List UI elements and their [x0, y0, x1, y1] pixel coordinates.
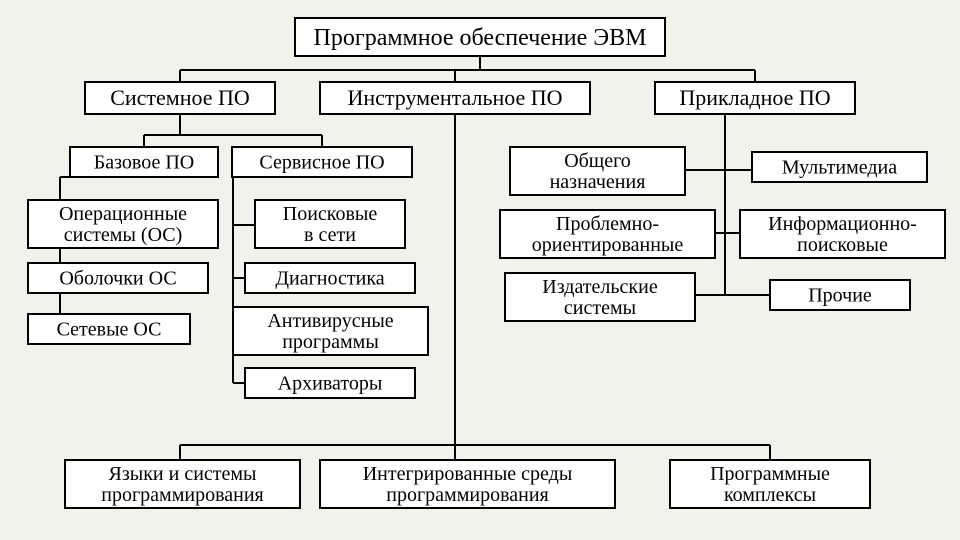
node-prob-label-1: ориентированные	[532, 234, 684, 256]
node-search-label-0: Поисковые	[283, 203, 378, 225]
node-info-label-0: Информационно-	[768, 213, 917, 235]
node-instr: Инструментальное ПО	[320, 82, 590, 114]
node-ide-label-1: программирования	[386, 484, 548, 506]
node-complex: Программныекомплексы	[670, 460, 870, 508]
node-prob: Проблемно-ориентированные	[500, 210, 715, 258]
node-base-label-0: Базовое ПО	[94, 152, 194, 174]
node-os-label-0: Операционные	[59, 203, 187, 225]
node-netos-label-0: Сетевые ОС	[57, 319, 162, 341]
node-service-label-0: Сервисное ПО	[259, 152, 384, 174]
node-diag: Диагностика	[245, 263, 415, 293]
node-shells-label-0: Оболочки ОС	[59, 268, 176, 290]
node-other-label-0: Прочие	[808, 285, 872, 307]
node-lang-label-0: Языки и системы	[109, 463, 257, 485]
node-publ: Издательскиесистемы	[505, 273, 695, 321]
node-publ-label-0: Издательские	[542, 276, 658, 298]
node-diag-label-0: Диагностика	[275, 268, 384, 290]
node-arch: Архиваторы	[245, 368, 415, 398]
node-ide-label-0: Интегрированные среды	[363, 463, 573, 485]
node-sys: Системное ПО	[85, 82, 275, 114]
node-search: Поисковыев сети	[255, 200, 405, 248]
node-prob-label-0: Проблемно-	[556, 213, 659, 235]
node-other: Прочие	[770, 280, 910, 310]
node-root-label-0: Программное обеспечение ЭВМ	[314, 25, 647, 51]
node-lang-label-1: программирования	[101, 484, 263, 506]
node-instr-label-0: Инструментальное ПО	[347, 85, 562, 110]
node-publ-label-1: системы	[564, 297, 636, 319]
node-search-label-1: в сети	[304, 224, 356, 246]
node-antiv-label-1: программы	[282, 331, 379, 353]
node-antiv: Антивирусныепрограммы	[233, 307, 428, 355]
node-netos: Сетевые ОС	[28, 314, 190, 344]
node-lang: Языки и системыпрограммирования	[65, 460, 300, 508]
node-shells: Оболочки ОС	[28, 263, 208, 293]
node-mult: Мультимедиа	[752, 152, 927, 182]
node-os-label-1: системы (ОС)	[64, 224, 183, 246]
node-sys-label-0: Системное ПО	[110, 85, 250, 110]
node-service: Сервисное ПО	[232, 147, 412, 177]
node-os: Операционныесистемы (ОС)	[28, 200, 218, 248]
node-arch-label-0: Архиваторы	[278, 373, 383, 395]
node-info-label-1: поисковые	[797, 234, 888, 256]
node-base: Базовое ПО	[70, 147, 218, 177]
node-gen-label-0: Общего	[564, 150, 631, 172]
node-ide: Интегрированные средыпрограммирования	[320, 460, 615, 508]
node-root: Программное обеспечение ЭВМ	[295, 18, 665, 56]
node-app: Прикладное ПО	[655, 82, 855, 114]
node-complex-label-0: Программные	[710, 463, 830, 485]
node-mult-label-0: Мультимедиа	[782, 157, 897, 179]
node-info: Информационно-поисковые	[740, 210, 945, 258]
node-complex-label-1: комплексы	[724, 484, 816, 506]
node-app-label-0: Прикладное ПО	[679, 85, 830, 110]
node-gen-label-1: назначения	[550, 171, 646, 193]
diagram-canvas: Программное обеспечение ЭВМ Системное ПО И…	[0, 0, 960, 540]
node-antiv-label-0: Антивирусные	[267, 310, 393, 332]
node-gen: Общегоназначения	[510, 147, 685, 195]
